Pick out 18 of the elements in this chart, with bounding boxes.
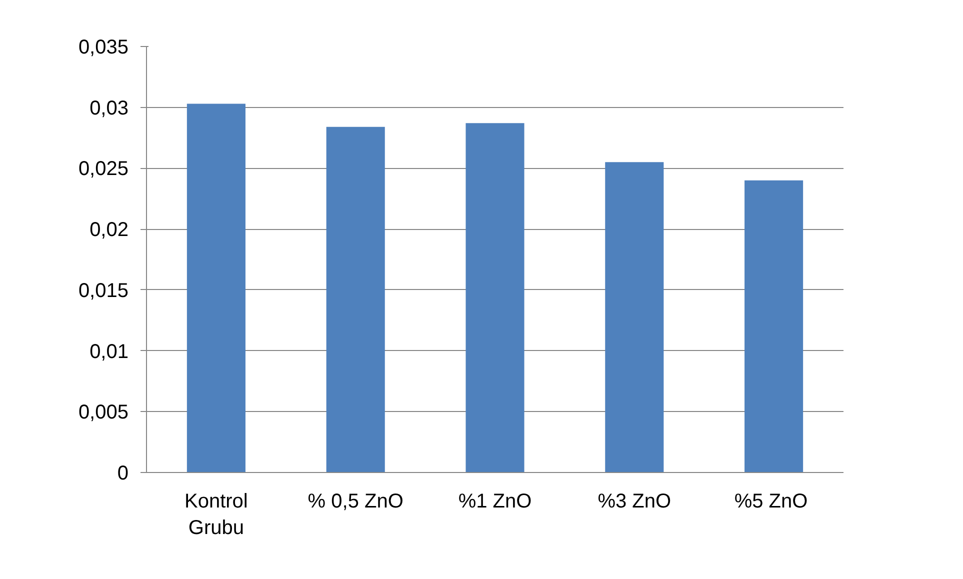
x-tick-label: %5 ZnO bbox=[734, 490, 808, 512]
bar bbox=[326, 126, 385, 472]
y-tick-label: 0,015 bbox=[78, 280, 129, 302]
y-tick-label: 0,01 bbox=[90, 340, 129, 363]
bar bbox=[466, 123, 524, 472]
x-tick-label: % 0,5 ZnO bbox=[308, 490, 404, 512]
y-tick-label: 0,005 bbox=[78, 402, 129, 424]
bar bbox=[605, 162, 664, 472]
x-tick-label: Kontrol Grubu bbox=[184, 490, 248, 539]
x-tick-label: %1 ZnO bbox=[458, 490, 532, 512]
y-tick-label: 0,03 bbox=[90, 97, 129, 120]
y-tick-label: 0,035 bbox=[78, 36, 129, 58]
y-tick-label: 0 bbox=[117, 462, 128, 484]
bar bbox=[186, 104, 246, 472]
x-tick-label: %3 ZnO bbox=[598, 490, 672, 512]
y-tick-label: 0,02 bbox=[90, 219, 129, 242]
bar bbox=[744, 180, 804, 472]
y-tick-label: 0,025 bbox=[78, 158, 129, 180]
